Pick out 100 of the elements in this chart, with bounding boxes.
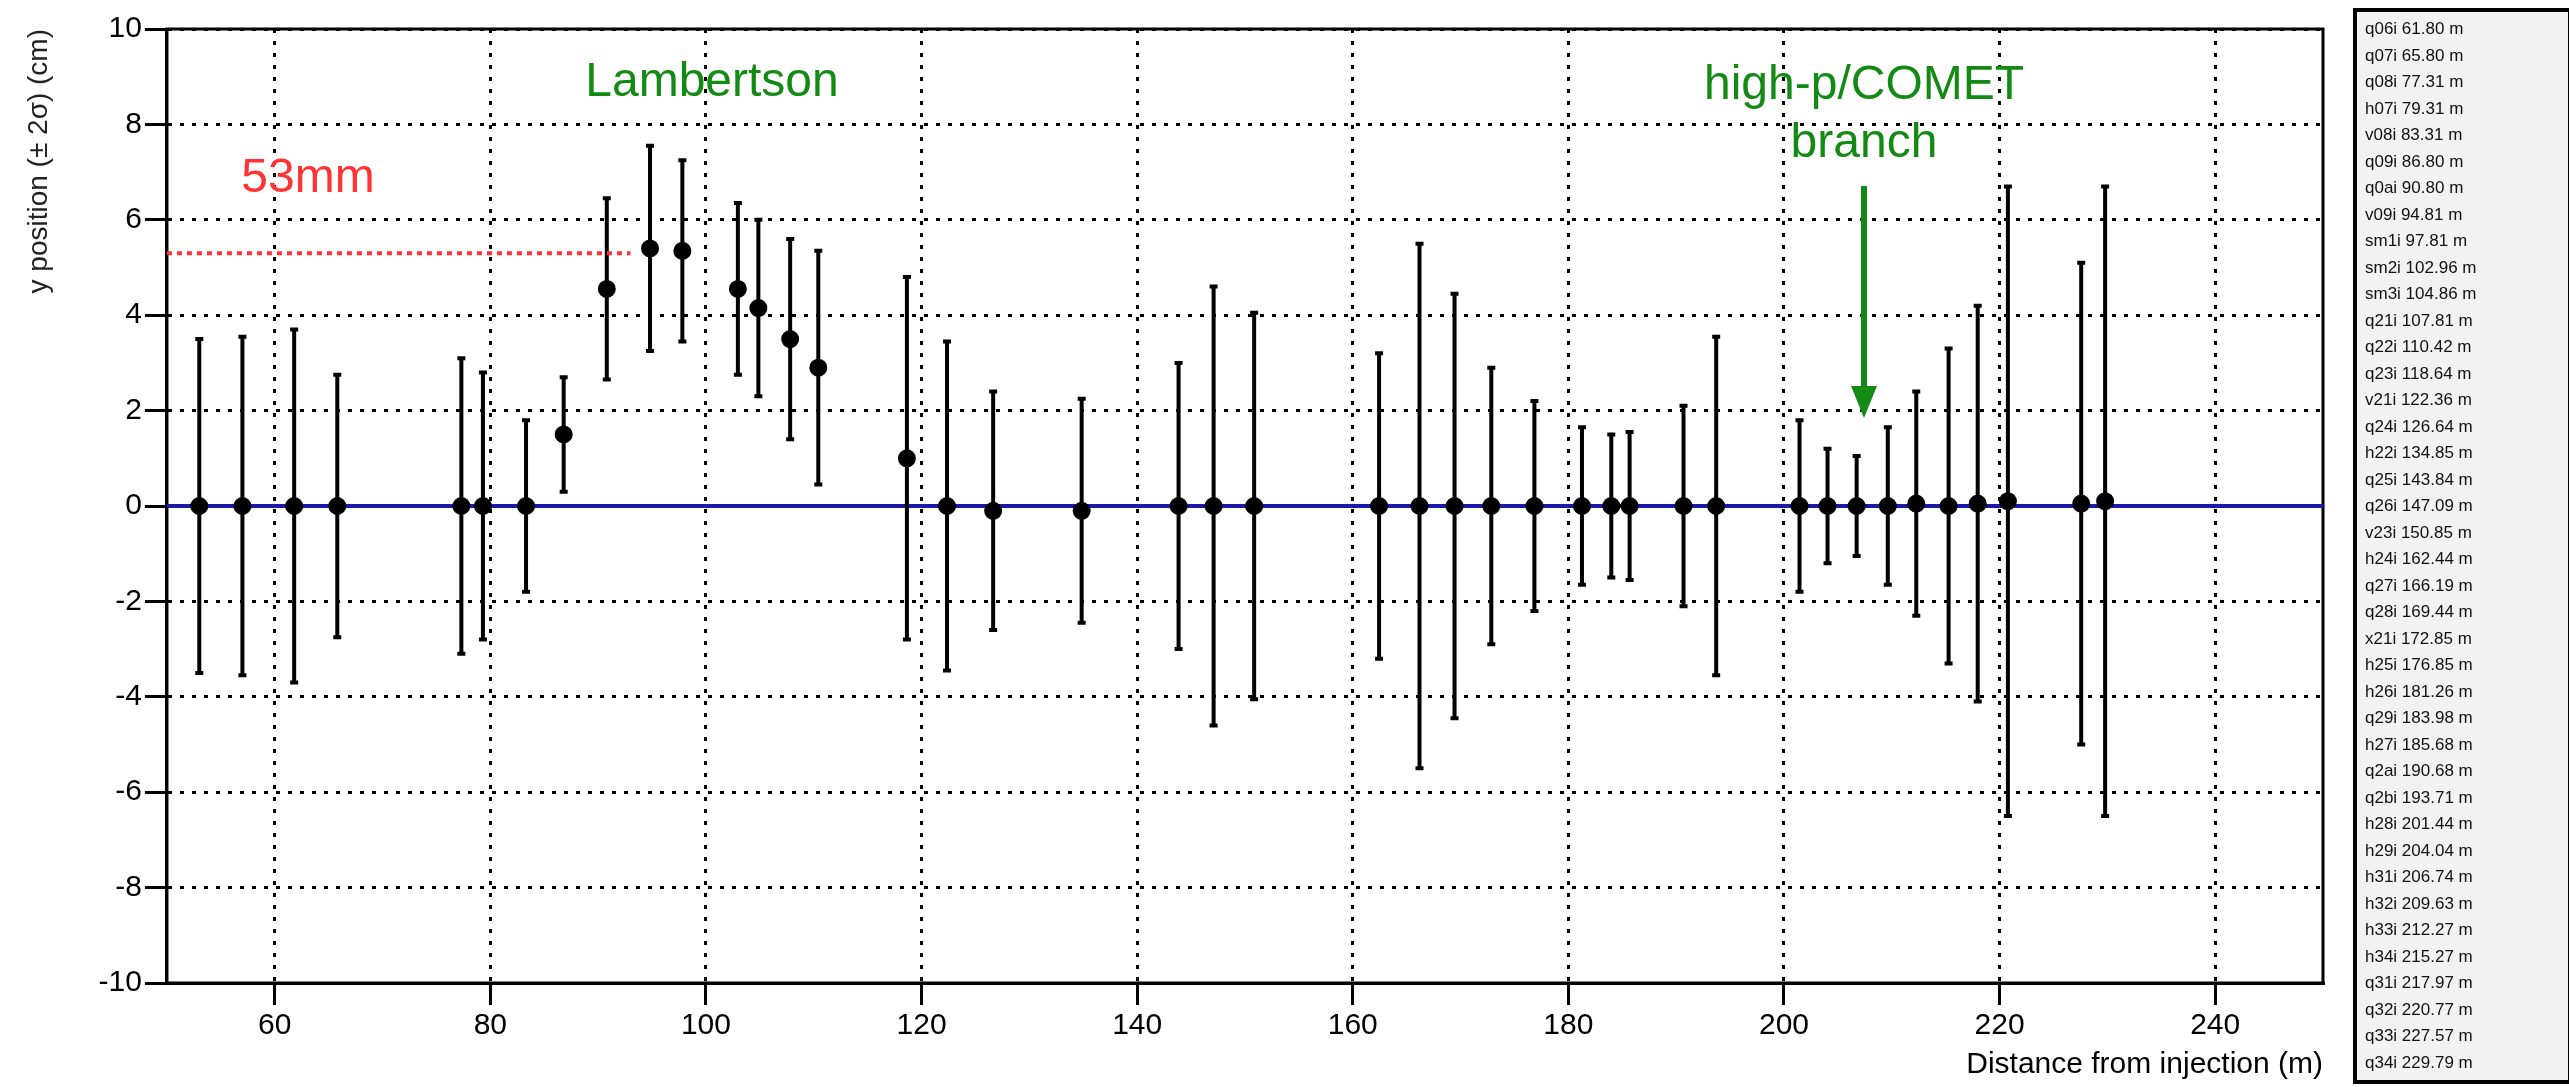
text: q0ai 90.80 m	[2365, 177, 2465, 199]
y-tick-label: -10	[98, 964, 142, 998]
y-tick-label: -6	[115, 773, 142, 807]
text: h33i 212.27 m	[2365, 919, 2474, 941]
point	[1445, 497, 1464, 515]
point	[809, 358, 828, 377]
point	[1245, 497, 1264, 515]
text: q22i 110.42 m	[2365, 336, 2473, 358]
text: q09i 86.80 m	[2365, 150, 2465, 173]
y-tick-label: 6	[125, 201, 142, 235]
text: q26i 147.09 m	[2365, 495, 2474, 517]
text: q29i 183.98 m	[2365, 707, 2474, 729]
point	[233, 497, 252, 515]
point	[1878, 497, 1897, 515]
text: q33i 227.57 m	[2365, 1025, 2474, 1047]
text: v23i 150.85 m	[2365, 521, 2473, 544]
point	[1602, 497, 1621, 515]
text: q28i 169.44 m	[2365, 601, 2474, 623]
point	[2096, 492, 2115, 511]
text: v21i 122.36 m	[2365, 389, 2473, 411]
text: h22i 134.85 m	[2365, 442, 2474, 464]
text: sm1i 97.81 m	[2365, 230, 2469, 252]
point	[1620, 497, 1639, 515]
text: sm3i 104.86 m	[2365, 283, 2478, 305]
point	[285, 497, 304, 515]
text: q25i 143.84 m	[2365, 468, 2474, 491]
point	[1707, 497, 1726, 515]
text: h34i 215.27 m	[2365, 945, 2474, 968]
text: h25i 176.85 m	[2365, 654, 2474, 676]
text: q27i 166.19 m	[2365, 574, 2474, 597]
annotation: Lambertson	[584, 52, 840, 108]
x-axis-title: Distance from injection (m)	[1966, 1046, 2323, 1080]
point	[641, 239, 660, 258]
x-tick-label: 80	[473, 1007, 508, 1041]
text: h29i 204.04 m	[2365, 839, 2474, 862]
y-tick-label: 0	[125, 487, 142, 521]
point	[749, 299, 768, 318]
text: q06i 61.80 m	[2365, 18, 2465, 40]
point	[554, 425, 573, 444]
text: h28i 201.44 m	[2365, 813, 2474, 835]
x-tick-label: 140	[1112, 1007, 1163, 1041]
point	[1847, 497, 1866, 515]
x-tick-label: 240	[2190, 1007, 2241, 1041]
point	[781, 330, 800, 349]
point	[984, 501, 1003, 520]
point	[473, 497, 492, 515]
x-tick-label: 160	[1327, 1007, 1378, 1041]
x-tick-label: 180	[1543, 1007, 1594, 1041]
point	[1072, 501, 1091, 520]
text: q2bi 193.71 m	[2365, 786, 2474, 809]
text: q24i 126.64 m	[2365, 415, 2474, 438]
point	[728, 279, 747, 298]
text: h31i 206.74 m	[2365, 866, 2474, 888]
point	[1790, 497, 1809, 515]
text: h32i 209.63 m	[2365, 892, 2474, 915]
text: q2ai 190.68 m	[2365, 760, 2474, 782]
point	[1998, 492, 2017, 511]
point	[1410, 497, 1429, 515]
annotation: high-p/COMET branch	[1702, 55, 2026, 169]
point	[938, 497, 957, 515]
text: sm2i 102.96 m	[2365, 256, 2478, 279]
point	[1370, 497, 1389, 515]
point	[1525, 497, 1544, 515]
point	[2072, 494, 2091, 513]
text: h07i 79.31 m	[2365, 97, 2465, 120]
point	[1169, 497, 1188, 515]
text: h27i 185.68 m	[2365, 733, 2474, 756]
y-tick-label: -4	[115, 678, 142, 712]
point	[517, 497, 536, 515]
point	[897, 449, 916, 468]
text: q07i 65.80 m	[2365, 44, 2465, 67]
point	[597, 279, 616, 298]
point	[673, 241, 692, 260]
y-tick-label: 8	[125, 105, 142, 139]
point	[1968, 494, 1987, 513]
y-tick-label: -2	[115, 582, 142, 616]
text: q21i 107.81 m	[2365, 309, 2474, 332]
text: v09i 94.81 m	[2365, 203, 2464, 226]
point	[328, 497, 347, 515]
text: x21i 172.85 m	[2365, 627, 2473, 650]
text: h24i 162.44 m	[2365, 548, 2474, 570]
text: q23i 118.64 m	[2365, 362, 2473, 385]
text: q32i 220.77 m	[2365, 998, 2474, 1021]
point	[190, 497, 209, 515]
point	[1482, 497, 1501, 515]
text: q34i 229.79 m	[2365, 1051, 2474, 1074]
point	[1572, 497, 1591, 515]
y-axis-title: y position (± 2σ) (cm)	[21, 29, 53, 294]
point	[452, 497, 471, 515]
point	[1674, 497, 1693, 515]
y-tick-label: -8	[115, 868, 142, 902]
x-tick-label: 60	[258, 1007, 292, 1041]
text: h26i 181.26 m	[2365, 680, 2474, 703]
point	[1939, 497, 1958, 515]
x-tick-label: 220	[1974, 1007, 2025, 1041]
y-tick-label: 2	[125, 391, 142, 425]
text: q08i 77.31 m	[2365, 71, 2465, 93]
x-tick-label: 120	[896, 1007, 947, 1041]
point	[1204, 497, 1223, 515]
y-tick-label: 4	[125, 296, 142, 330]
